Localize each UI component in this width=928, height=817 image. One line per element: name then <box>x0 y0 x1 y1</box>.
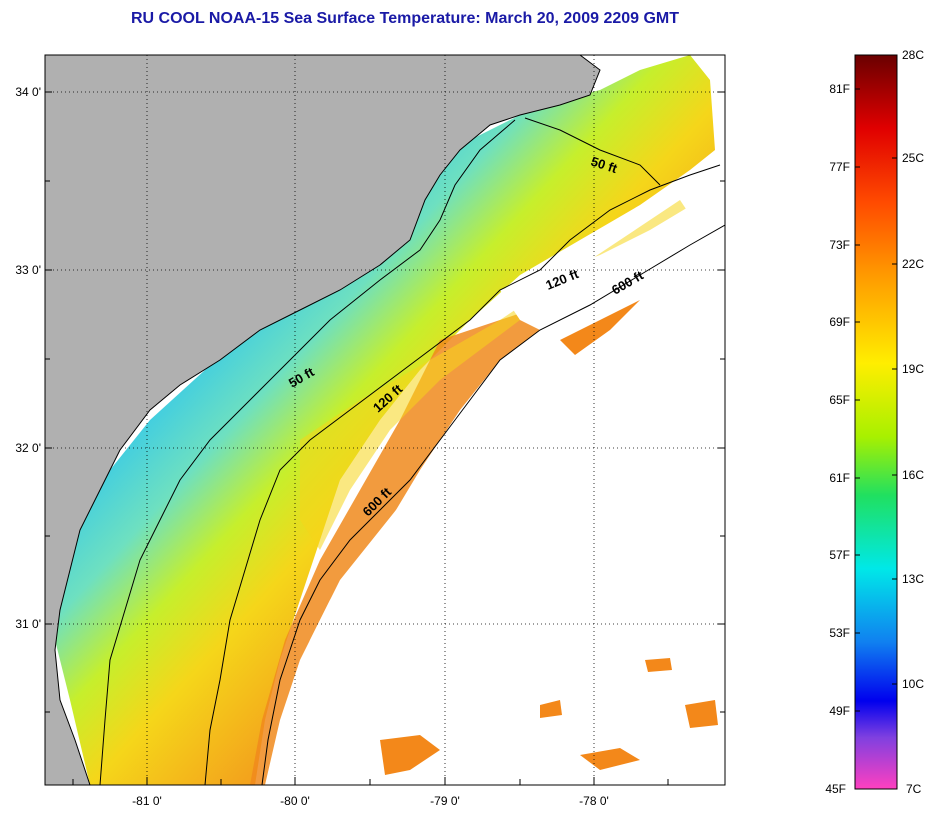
lon-label-81: -81 0' <box>132 794 162 808</box>
colorbar-f-73: 73F <box>829 238 850 252</box>
colorbar-f-49: 49F <box>829 704 850 718</box>
colorbar-ticks <box>855 88 897 712</box>
colorbar-c-10: 10C <box>902 677 924 691</box>
colorbar-f-53: 53F <box>829 626 850 640</box>
lat-label-33: 33 0' <box>15 263 41 277</box>
colorbar-c-13: 13C <box>902 572 924 586</box>
lon-label-80: -80 0' <box>280 794 310 808</box>
colorbar <box>854 54 898 790</box>
colorbar-c-19: 19C <box>902 362 924 376</box>
lat-label-31: 31 0' <box>15 617 41 631</box>
coastline <box>54 55 601 785</box>
offshore-cloud <box>270 190 725 785</box>
colorbar-c-7: 7C <box>906 782 922 796</box>
colorbar-c-22: 22C <box>902 257 924 271</box>
map-ticks <box>45 91 725 785</box>
isobath-120ft <box>204 164 721 785</box>
lon-label-78: -78 0' <box>579 794 609 808</box>
lat-label-34: 34 0' <box>15 85 41 99</box>
colorbar-f-77: 77F <box>829 160 850 174</box>
colorbar-f-45: 45F <box>825 782 846 796</box>
map-grid <box>45 55 725 785</box>
map-frame <box>44 54 726 786</box>
isobath-50ft <box>99 117 661 785</box>
colorbar-f-69: 69F <box>829 315 850 329</box>
land-mass <box>45 55 600 785</box>
colorbar-f-81: 81F <box>829 82 850 96</box>
warm-patch-5 <box>645 658 672 672</box>
colorbar-f-57: 57F <box>829 548 850 562</box>
colorbar-c-25: 25C <box>902 151 924 165</box>
isobath-600ft <box>261 224 725 785</box>
colorbar-c-28: 28C <box>902 48 924 62</box>
warm-patch-2 <box>380 735 440 775</box>
colorbar-c-16: 16C <box>902 468 924 482</box>
warm-patch-3 <box>580 748 640 770</box>
warm-patch-1 <box>560 300 640 355</box>
warm-patch-6 <box>540 700 562 718</box>
warm-patch-4 <box>685 700 718 728</box>
lon-label-79: -79 0' <box>430 794 460 808</box>
lat-label-32: 32 0' <box>15 441 41 455</box>
colorbar-f-65: 65F <box>829 393 850 407</box>
map-title: RU COOL NOAA-15 Sea Surface Temperature:… <box>130 10 680 27</box>
colorbar-f-61: 61F <box>829 471 850 485</box>
